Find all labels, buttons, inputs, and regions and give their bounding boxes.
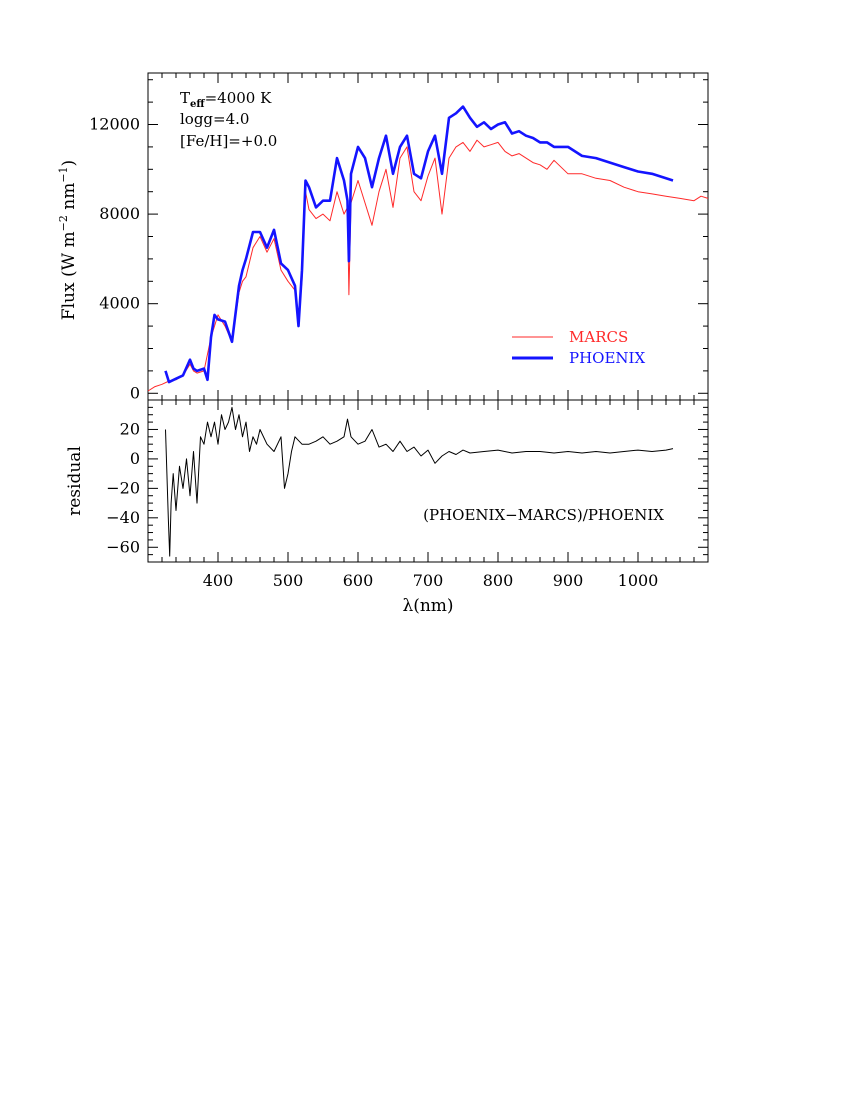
flux-y-label-part: Flux (W m (59, 231, 79, 320)
residual-y-tick-label: 0 (130, 449, 140, 468)
residual-annotation: (PHOENIX−MARCS)/PHOENIX (423, 506, 664, 524)
teff-annotation: Teff=4000 K (180, 89, 272, 110)
flux-y-label-part: nm (59, 183, 79, 215)
flux-series-lines (147, 105, 709, 392)
flux-axis-ticks: 0 4000 8000 12000 (89, 73, 708, 402)
residual-y-tick-label: −60 (106, 537, 140, 556)
x-tick-label: 1000 (618, 571, 659, 590)
phoenix-series-line (164, 105, 674, 384)
flux-y-tick-label: 8000 (99, 204, 140, 223)
x-tick-label: 400 (203, 571, 234, 590)
legend-phoenix-label: PHOENIX (569, 349, 645, 367)
x-tick-label: 500 (273, 571, 304, 590)
flux-panel: 0 4000 8000 12000 Flux (W m−2 nm−1) Teff=40… (57, 72, 709, 402)
residual-line (165, 406, 674, 557)
residual-y-axis-label: residual (65, 446, 85, 516)
x-tick-label: 700 (413, 571, 444, 590)
teff-rest: =4000 K (205, 89, 273, 107)
logg-annotation: logg=4.0 (180, 110, 249, 128)
residual-axis-ticks: −60 −40 −20 0 20 400 500 600 700 800 900 1000 (106, 399, 708, 590)
flux-y-tick-label: 0 (130, 383, 140, 402)
flux-y-label-sup: −2 (57, 215, 70, 231)
flux-y-label-sup: −1 (57, 166, 70, 182)
residual-panel: −60 −40 −20 0 20 400 500 600 700 800 900 1000 resid… (65, 399, 709, 616)
x-tick-label: 900 (553, 571, 584, 590)
teff-sub: eff (190, 99, 205, 110)
flux-y-label-part: ) (59, 160, 79, 167)
legend: MARCS PHOENIX (512, 328, 645, 367)
x-tick-label: 600 (343, 571, 374, 590)
feh-annotation: [Fe/H]=+0.0 (180, 132, 277, 150)
residual-y-tick-label: −40 (106, 508, 140, 527)
flux-y-tick-label: 12000 (89, 115, 140, 134)
legend-marcs-label: MARCS (569, 328, 628, 346)
x-axis-label: λ(nm) (402, 596, 453, 616)
flux-y-tick-label: 4000 (99, 294, 140, 313)
residual-y-tick-label: 20 (120, 419, 140, 438)
residual-panel-frame (147, 399, 709, 563)
flux-y-axis-label: Flux (W m−2 nm−1) (57, 160, 79, 320)
marcs-series-line (147, 139, 709, 392)
teff-base: T (180, 89, 190, 107)
residual-series-line (165, 406, 674, 557)
x-tick-label: 800 (483, 571, 514, 590)
residual-y-tick-label: −20 (106, 478, 140, 497)
